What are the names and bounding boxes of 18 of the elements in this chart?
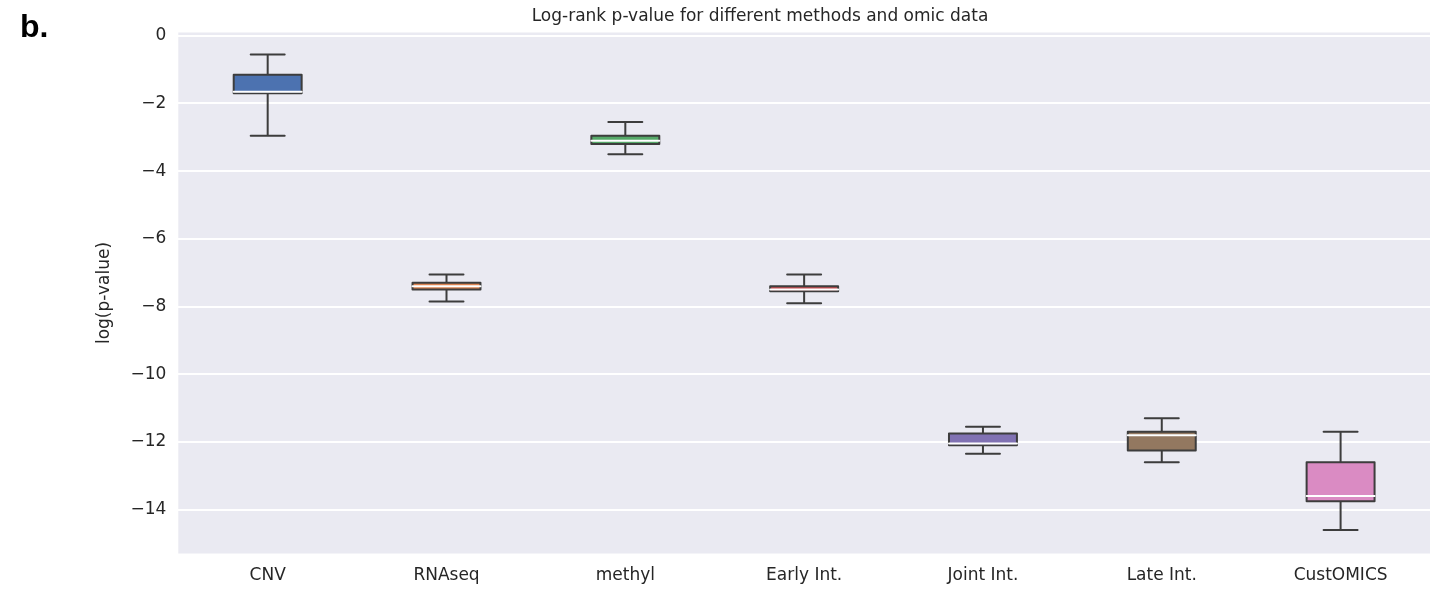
- x-tick-label: CNV: [249, 564, 287, 585]
- x-tick-label: Early Int.: [766, 564, 843, 585]
- y-tick-label: 0: [155, 24, 167, 45]
- y-tick-label: −6: [141, 227, 167, 248]
- x-tick-label: RNAseq: [413, 564, 480, 585]
- text: b.: [20, 8, 49, 45]
- x-tick-label: CustOMICS: [1293, 564, 1388, 585]
- y-tick-label: −2: [141, 91, 167, 112]
- y-tick-label: −4: [141, 159, 167, 180]
- y-axis-title: log(p-value): [92, 241, 113, 345]
- y-tick-label: −8: [141, 294, 167, 315]
- x-tick-label: Late Int.: [1126, 564, 1197, 585]
- x-tick-label: methyl: [595, 564, 655, 585]
- y-tick-label: −12: [130, 430, 167, 451]
- chart-title: Log-rank p-value for different methods and omic data: [531, 4, 989, 25]
- y-tick-label: −14: [130, 498, 167, 519]
- x-tick-label: Joint Int.: [946, 564, 1019, 585]
- y-tick-label: −10: [130, 362, 167, 383]
